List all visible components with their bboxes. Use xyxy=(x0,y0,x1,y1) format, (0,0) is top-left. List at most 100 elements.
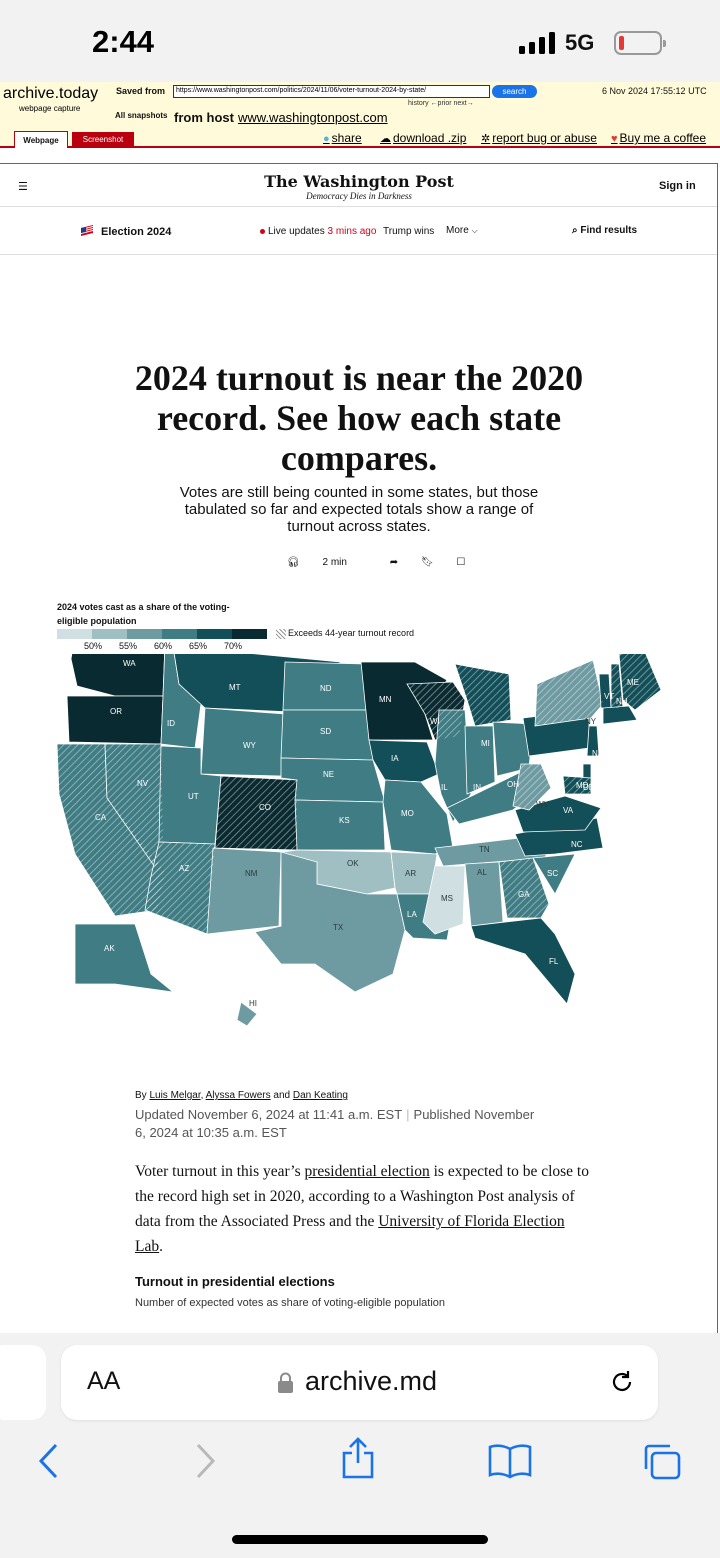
state-ak[interactable] xyxy=(74,923,175,993)
author-link[interactable]: Alyssa Fowers xyxy=(205,1090,271,1101)
state-ia[interactable] xyxy=(368,739,440,783)
state-label: NV xyxy=(137,779,149,788)
url-domain[interactable]: archive.md xyxy=(305,1366,438,1396)
history-links[interactable]: history ←prior next→ xyxy=(408,100,474,107)
state-label: AR xyxy=(405,869,416,878)
record-hatch-wi xyxy=(407,682,465,740)
share-icon[interactable]: ➦ xyxy=(389,557,399,568)
archived-page[interactable]: ☰ The Washington Post Democracy Dies in … xyxy=(0,163,718,1333)
back-icon[interactable] xyxy=(36,1443,62,1479)
state-label: IL xyxy=(441,783,448,792)
state-id[interactable] xyxy=(160,654,202,749)
nav-more[interactable]: More ⌵ xyxy=(446,225,478,236)
headline: 2024 turnout is near the 2020 record. Se… xyxy=(134,358,584,478)
state-in[interactable] xyxy=(464,725,496,795)
nav-trump-wins[interactable]: Trump wins xyxy=(383,226,435,237)
coffee-link[interactable]: ♥ Buy me a coffee xyxy=(611,131,707,145)
search-icon: ⌕ xyxy=(572,225,578,236)
nav-find-results[interactable]: ⌕ Find results xyxy=(572,225,638,236)
legend-tick: 55% xyxy=(119,641,138,651)
state-wa[interactable] xyxy=(70,654,166,697)
state-ks[interactable] xyxy=(294,799,386,851)
record-hatch-co xyxy=(215,776,297,850)
bookmarks-icon[interactable] xyxy=(488,1443,532,1479)
share-icon[interactable] xyxy=(340,1437,376,1479)
record-hatch-ny xyxy=(535,660,603,726)
report-link[interactable]: ✲ report bug or abuse xyxy=(481,131,597,145)
forward-icon[interactable] xyxy=(192,1443,218,1479)
sign-in-button[interactable]: Sign in xyxy=(659,180,696,192)
state-label: MD xyxy=(576,781,589,790)
home-indicator xyxy=(232,1535,488,1544)
state-ma[interactable] xyxy=(602,705,638,725)
address-bar[interactable]: AA archive.md xyxy=(61,1345,658,1420)
previous-tab-preview[interactable] xyxy=(0,1345,46,1420)
record-hatch-ca xyxy=(57,744,165,916)
record-hatch-me xyxy=(619,654,661,710)
election-nav: Election 2024 Live updates 3 mins ago Tr… xyxy=(0,208,717,255)
menu-search-icon[interactable]: ☰ xyxy=(18,181,28,193)
page-settings-button[interactable]: AA xyxy=(87,1367,121,1395)
state-label: OH xyxy=(507,780,519,789)
state-sc[interactable] xyxy=(532,853,576,895)
listen-button[interactable]: 🎧︎ 2 min xyxy=(287,557,347,568)
cloud-download-icon: ☁ xyxy=(380,133,391,145)
comment-icon[interactable]: ☐ xyxy=(456,557,466,568)
archive-subtitle: webpage capture xyxy=(19,104,81,113)
record-hatch-az xyxy=(145,842,215,934)
map-legend-title: 2024 votes cast as a share of the voting… xyxy=(57,602,230,626)
share-link[interactable]: ● share xyxy=(323,131,362,145)
article-tools: 🎧︎ 2 min ➦ 🔖︎ ☐ xyxy=(287,557,485,568)
us-turnout-map[interactable]: WA OR CA NV ID MT WY UT CO AZ NM ND SD NE KS OK TX MN IA MO… xyxy=(55,654,665,1044)
state-label: GA xyxy=(518,890,530,899)
state-label: AZ xyxy=(179,864,189,873)
state-label: OK xyxy=(347,859,359,868)
nav-live-updates[interactable]: Live updates 3 mins ago xyxy=(260,226,376,237)
legend-swatch xyxy=(162,629,197,639)
bookmark-icon[interactable]: 🔖︎ xyxy=(420,557,434,568)
state-label: TX xyxy=(333,923,344,932)
legend-tick: 60% xyxy=(154,641,173,651)
tab-screenshot[interactable]: Screenshot xyxy=(72,132,134,148)
state-ms[interactable] xyxy=(422,865,466,935)
state-label: DE xyxy=(583,783,594,792)
author-link[interactable]: Luis Melgar xyxy=(149,1090,201,1101)
live-dot-icon xyxy=(260,228,265,234)
archive-banner: archive.today webpage capture Saved from… xyxy=(0,82,720,148)
headphones-icon: 🎧︎ xyxy=(287,557,300,568)
archive-title[interactable]: archive.today xyxy=(3,85,99,102)
author-link[interactable]: Dan Keating xyxy=(292,1090,348,1101)
host-link[interactable]: www.washingtonpost.com xyxy=(238,110,388,125)
state-tx[interactable] xyxy=(254,851,406,993)
wp-logo[interactable]: The Washington Post xyxy=(264,172,454,191)
reload-icon[interactable] xyxy=(607,1367,637,1397)
state-va[interactable] xyxy=(514,795,602,833)
state-label: PA xyxy=(553,766,564,775)
network-type: 5G xyxy=(565,30,595,55)
hatch-swatch xyxy=(276,629,286,639)
all-snapshots-label: All snapshots xyxy=(115,111,168,120)
state-fl[interactable] xyxy=(470,917,576,1005)
state-label: VA xyxy=(563,806,574,815)
archived-url-input[interactable]: https://www.washingtonpost.com/politics/… xyxy=(173,85,490,98)
body-link[interactable]: presidential election xyxy=(304,1163,430,1180)
state-nm[interactable] xyxy=(206,847,282,935)
chevron-down-icon: ⌵ xyxy=(471,226,478,235)
tab-webpage[interactable]: Webpage xyxy=(14,131,68,148)
state-de[interactable] xyxy=(582,763,592,779)
search-button[interactable]: search xyxy=(492,85,537,98)
legend-tick: 65% xyxy=(189,641,208,651)
state-or[interactable] xyxy=(66,695,164,745)
wp-header: ☰ The Washington Post Democracy Dies in … xyxy=(0,164,717,207)
article-body: Voter turnout in this year’s presidentia… xyxy=(135,1163,589,1255)
legend-swatch xyxy=(232,629,267,639)
body-link[interactable]: University of Florida Election Lab xyxy=(135,1213,565,1255)
state-label: WY xyxy=(243,741,257,750)
state-nj[interactable] xyxy=(586,725,600,757)
state-hi[interactable] xyxy=(236,1001,258,1027)
download-link[interactable]: ☁ download .zip xyxy=(380,131,467,145)
bug-icon: ✲ xyxy=(481,133,491,145)
state-mn[interactable] xyxy=(360,661,448,741)
tabs-icon[interactable] xyxy=(642,1443,682,1481)
nav-election-2024[interactable]: Election 2024 xyxy=(101,226,172,238)
